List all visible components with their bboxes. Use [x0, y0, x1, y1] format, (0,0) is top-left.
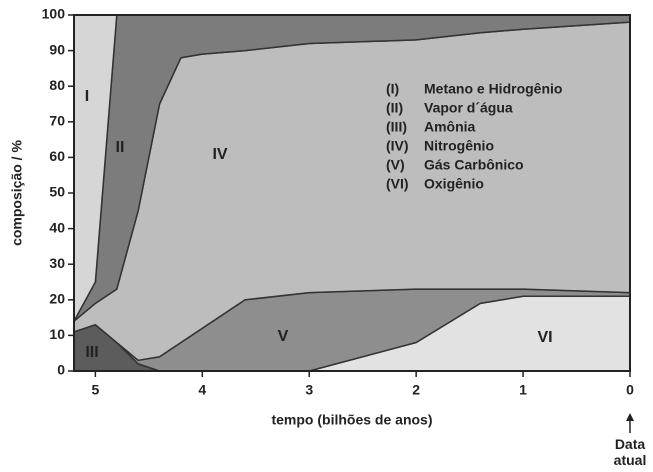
- y-axis-label: composição / %: [9, 140, 25, 246]
- region-label: III: [85, 344, 98, 361]
- x-tick-label: 2: [412, 382, 420, 398]
- legend-label: Amônia: [424, 119, 476, 135]
- region-label: II: [116, 139, 125, 156]
- annotation: Data atual: [614, 436, 647, 468]
- legend-label: Oxigênio: [424, 176, 484, 192]
- x-tick-label: 1: [519, 382, 527, 398]
- x-tick-label: 0: [626, 382, 634, 398]
- legend-key: (IV): [386, 138, 409, 154]
- region-label: VI: [537, 329, 552, 346]
- y-tick-label: 80: [49, 77, 65, 93]
- region-label: V: [278, 328, 289, 345]
- legend-key: (V): [386, 157, 405, 173]
- legend-key: (VI): [386, 176, 409, 192]
- legend-label: Vapor d´água: [424, 100, 513, 116]
- y-tick-label: 70: [49, 113, 65, 129]
- annotation-line: atual: [614, 452, 647, 468]
- region-label: I: [85, 88, 89, 105]
- legend-label: Metano e Hidrogênio: [424, 81, 562, 97]
- y-tick-label: 10: [49, 326, 65, 342]
- legend-key: (III): [386, 119, 407, 135]
- y-tick-label: 20: [49, 291, 65, 307]
- y-tick-label: 0: [57, 362, 65, 378]
- y-tick-label: 30: [49, 255, 65, 271]
- legend-label: Nitrogênio: [424, 138, 494, 154]
- y-tick-label: 40: [49, 219, 65, 235]
- y-tick-label: 100: [42, 6, 66, 22]
- annotation-line: Data: [615, 436, 646, 452]
- legend-label: Gás Carbônico: [424, 157, 524, 173]
- y-tick-label: 90: [49, 41, 65, 57]
- plot-areas: [73, 14, 631, 372]
- y-tick-label: 50: [49, 184, 65, 200]
- region-label: IV: [212, 146, 227, 163]
- legend-key: (II): [386, 100, 403, 116]
- x-axis-label: tempo (bilhões de anos): [271, 412, 432, 428]
- x-tick-label: 5: [91, 382, 99, 398]
- y-tick-label: 60: [49, 148, 65, 164]
- x-tick-label: 4: [198, 382, 206, 398]
- legend-key: (I): [386, 81, 399, 97]
- annotation-arrowhead: [626, 413, 634, 421]
- x-tick-label: 3: [305, 382, 313, 398]
